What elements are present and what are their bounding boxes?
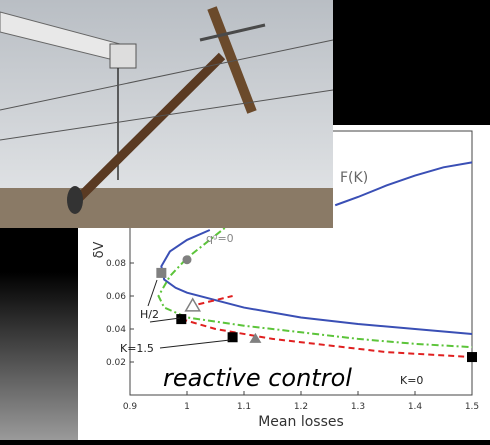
x-tick-label: 1.4: [408, 402, 423, 412]
crane-head: [109, 43, 137, 69]
series-line: [198, 295, 233, 306]
x-tick-label: 1.1: [237, 402, 251, 412]
pole: [68, 52, 226, 209]
series-line: [160, 229, 473, 335]
y-tick-label: 0.04: [106, 325, 126, 335]
annotation: reactive control: [163, 364, 352, 392]
chart: 0.9 1 1.1 1.2 1.3 1.4 1.5 0.02 0.04 0.06 0.08 Mean …: [92, 130, 479, 430]
series-line: [157, 220, 473, 349]
marker: [182, 255, 192, 265]
x-axis-label: Mean losses: [258, 414, 344, 430]
annotation: K=1.5: [120, 342, 154, 355]
annotation: F(K): [340, 170, 368, 186]
series-line: [181, 318, 473, 359]
y-axis-label: δV: [92, 241, 107, 258]
annotation: H/2: [140, 308, 159, 321]
marker: [184, 297, 202, 312]
ground: [0, 188, 333, 228]
y-tick-label: 0.08: [106, 259, 126, 269]
annotation-arrow: [149, 317, 181, 323]
series-line: [334, 161, 473, 207]
annotation: K=0: [400, 374, 423, 387]
x-tick-label: 1.2: [294, 402, 308, 412]
y-tick-label: 0.06: [106, 292, 126, 302]
worker: [67, 186, 83, 214]
marker: [467, 352, 477, 363]
overlay: reactive control: [163, 364, 352, 392]
marker: [176, 314, 187, 325]
annotation-arrow: [147, 279, 158, 307]
photo: [0, 0, 334, 228]
y-tick-label: 0.02: [106, 358, 126, 368]
crossarm: [199, 23, 266, 42]
marker: [249, 332, 262, 343]
wire: [0, 39, 334, 111]
x-tick-label: 1: [184, 402, 190, 412]
x-tick-label: 0.9: [123, 402, 138, 412]
x-tick-label: 1.5: [465, 402, 479, 412]
background-gradient: [0, 200, 90, 440]
wire: [0, 89, 334, 141]
x-tick-label: 1.3: [351, 402, 365, 412]
marker: [227, 332, 238, 343]
marker: [156, 267, 167, 278]
annotation: qᵍ=0: [206, 232, 234, 245]
pole-top: [207, 6, 257, 114]
annotation-arrow: [159, 339, 231, 349]
